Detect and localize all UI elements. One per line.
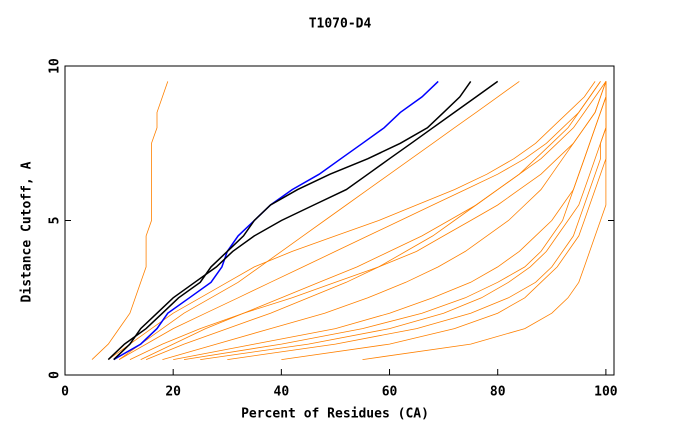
series-line	[129, 81, 607, 360]
series-line	[118, 81, 601, 360]
y-tick-label: 10	[48, 58, 63, 74]
series-line	[362, 81, 607, 360]
y-tick-label: 0	[48, 371, 63, 379]
series-line	[107, 80, 472, 361]
y-axis-label: Distance Cutoff, A	[20, 161, 35, 302]
series-line	[140, 81, 601, 360]
series-line	[145, 81, 607, 360]
x-tick-label: 100	[594, 385, 618, 400]
series-line	[183, 81, 607, 360]
x-tick-label: 0	[61, 385, 69, 400]
series-line	[113, 80, 499, 361]
series-line	[108, 81, 596, 360]
plot-frame	[64, 65, 615, 376]
x-tick-label: 20	[165, 385, 181, 400]
series-line	[227, 81, 607, 360]
chart-title: T1070-D4	[309, 17, 372, 32]
x-axis-label: Percent of Residues (CA)	[241, 407, 429, 422]
series-line	[113, 80, 439, 361]
x-tick-label: 60	[382, 385, 398, 400]
y-tick-label: 5	[48, 217, 63, 225]
series-line	[91, 81, 169, 360]
series-line	[162, 81, 607, 360]
series-line	[118, 81, 520, 360]
x-tick-label: 80	[490, 385, 506, 400]
x-tick-label: 40	[274, 385, 290, 400]
